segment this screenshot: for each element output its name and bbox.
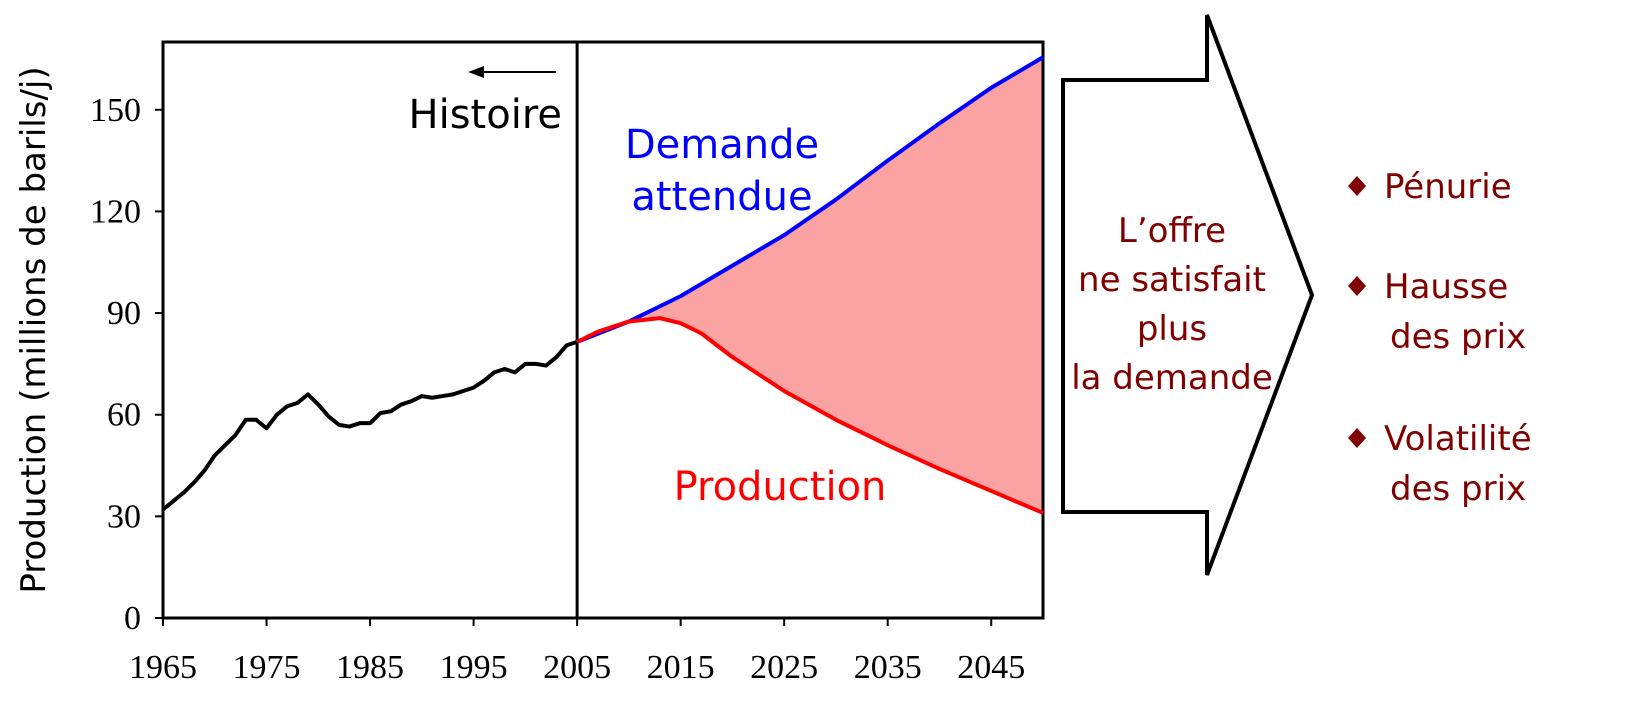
- consequence-text: Pénurie: [1384, 167, 1512, 207]
- consequence-text: des prix: [1390, 317, 1526, 357]
- x-tick-label: 2005: [543, 649, 611, 686]
- consequence-text: des prix: [1390, 469, 1526, 509]
- x-tick-label: 1965: [129, 649, 197, 686]
- x-tick-label: 1985: [336, 649, 404, 686]
- history-arrowhead: [468, 66, 484, 78]
- x-tick-label: 2045: [957, 649, 1025, 686]
- x-tick-label: 2015: [647, 649, 715, 686]
- arrow-text: ne satisfait: [1078, 260, 1266, 300]
- arrow-text: plus: [1137, 309, 1207, 349]
- gap-area: [577, 57, 1043, 513]
- series-label: Demande attendue: [625, 122, 819, 220]
- series-label: Production: [674, 464, 887, 510]
- history-label: Histoire: [409, 92, 562, 138]
- big-arrow: [1061, 14, 1315, 576]
- y-tick-label: 150: [90, 92, 141, 129]
- bullet-diamond: [1348, 428, 1366, 448]
- series-line: [161, 339, 578, 512]
- series-line: [576, 55, 1045, 344]
- series-line: [576, 316, 1044, 515]
- y-tick-label: 30: [107, 498, 141, 535]
- consequence-text: Volatilité: [1384, 419, 1532, 459]
- bullet-diamond: [1348, 176, 1366, 196]
- y-tick-label: 90: [107, 295, 141, 332]
- x-tick-label: 1995: [440, 649, 508, 686]
- arrow-text: la demande: [1071, 358, 1273, 398]
- x-tick-label: 2025: [750, 649, 818, 686]
- bullet-diamond: [1348, 276, 1366, 296]
- y-tick-label: 0: [124, 600, 141, 637]
- plot-frame: [161, 40, 1045, 620]
- x-tick-label: 2035: [854, 649, 922, 686]
- x-tick-label: 1975: [233, 649, 301, 686]
- consequence-text: Hausse: [1384, 267, 1508, 307]
- y-tick-label: 120: [90, 193, 141, 230]
- arrow-text: L’offre: [1118, 211, 1226, 251]
- y-tick-label: 60: [107, 397, 141, 434]
- y-axis-label: Production (millions de barils/j): [14, 66, 54, 593]
